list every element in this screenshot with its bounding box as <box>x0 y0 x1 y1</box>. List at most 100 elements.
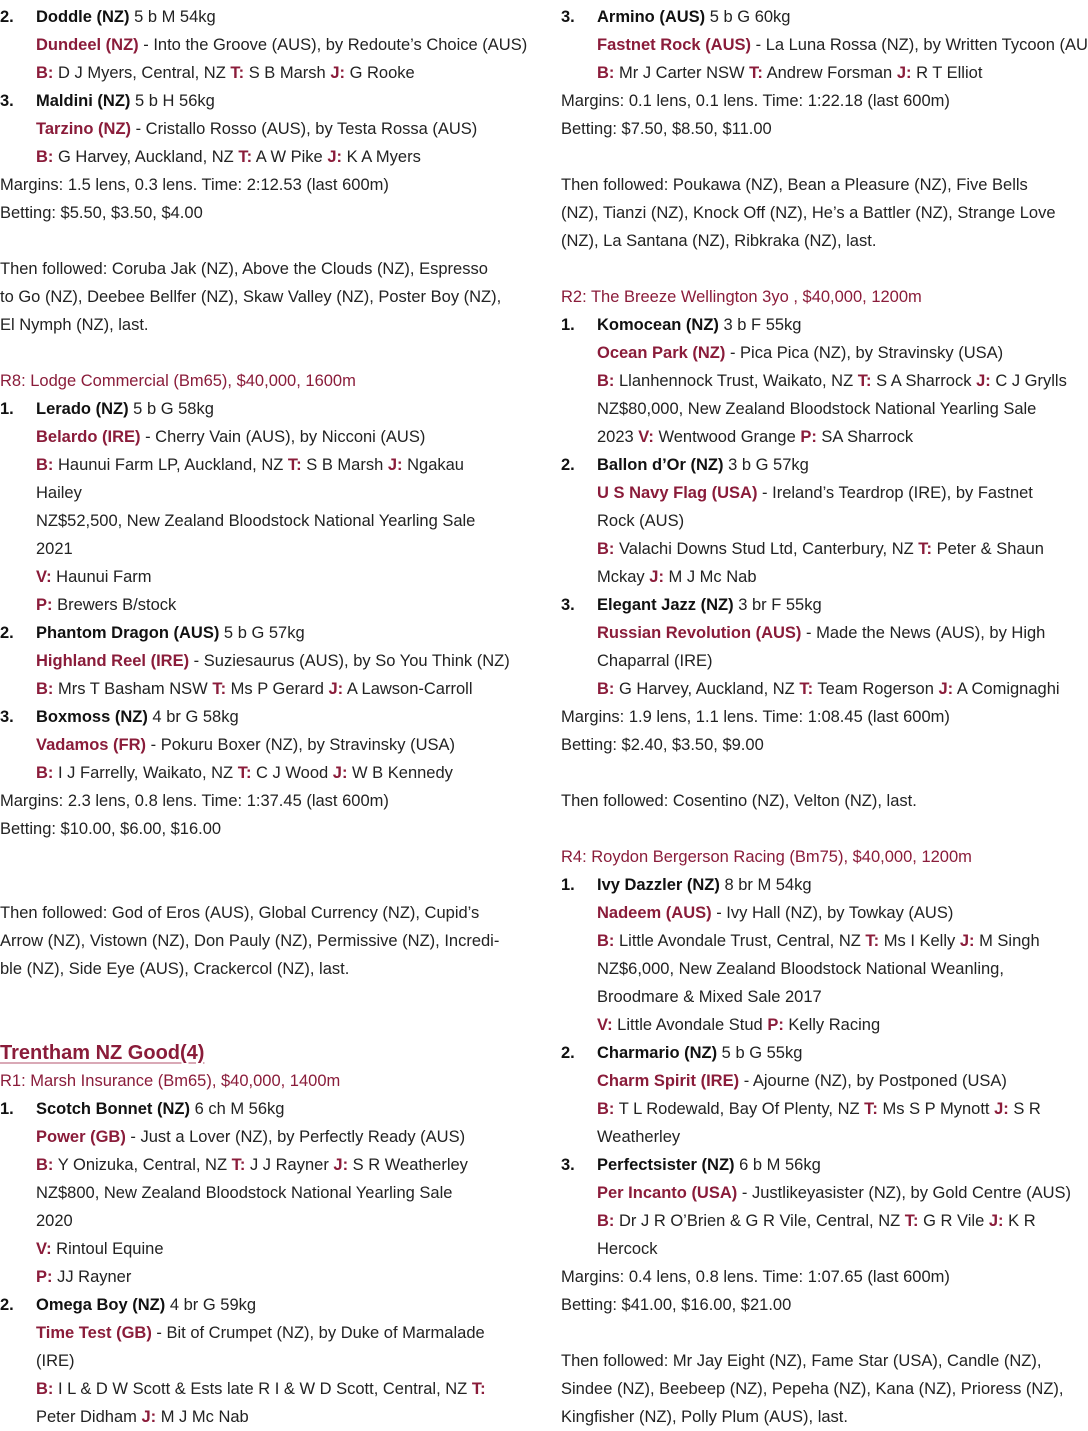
placing-line: 1. Komocean (NZ) 3 b F 55kg <box>561 311 1088 339</box>
text: I L & D W Scott & Ests late R I & W D Sc… <box>53 1380 472 1398</box>
text: Then followed: Poukawa (NZ), Bean a Plea… <box>561 176 1028 194</box>
blank-line <box>0 843 527 871</box>
text: to Go (NZ), Deebee Bellfer (NZ), Skaw Va… <box>0 288 502 306</box>
label-highlight: Tarzino (NZ) <box>36 120 132 138</box>
blank-line <box>561 1319 1088 1347</box>
placing-number: 3. <box>0 92 14 110</box>
text-line: B: Llanhennock Trust, Waikato, NZ T: S A… <box>561 367 1088 395</box>
label-highlight: B: <box>36 680 54 698</box>
text: G Harvey, Auckland, NZ <box>53 148 239 166</box>
horse-name: Lerado (NZ) <box>36 400 129 418</box>
label-highlight: P: <box>36 596 53 614</box>
placing-line: 1. Lerado (NZ) 5 b G 58kg <box>0 395 527 423</box>
text: S R <box>1008 1100 1041 1118</box>
label-highlight: T: <box>918 540 933 558</box>
text: NZ$52,500, New Zealand Bloodstock Nation… <box>36 512 476 530</box>
text-line: Kingfisher (NZ), Polly Plum (AUS), last. <box>561 1403 1088 1431</box>
text-line: NZ$80,000, New Zealand Bloodstock Nation… <box>561 395 1088 423</box>
text: 6 b M 56kg <box>734 1156 821 1174</box>
label-highlight: Per Incanto (USA) <box>597 1184 738 1202</box>
text-line: B: Mr J Carter NSW T: Andrew Forsman J: … <box>561 59 1088 87</box>
placing-line: 1. Ivy Dazzler (NZ) 8 br M 54kg <box>561 871 1088 899</box>
text: 2021 <box>36 540 73 558</box>
text-line: Charm Spirit (IRE) - Ajourne (NZ), by Po… <box>561 1067 1088 1095</box>
text: - Suziesaurus (AUS), by So You Think (NZ… <box>189 652 510 670</box>
placing-number: 1. <box>561 316 575 334</box>
text-line: B: Valachi Downs Stud Ltd, Canterbury, N… <box>561 535 1088 563</box>
text: Ms I Kelly <box>879 932 960 950</box>
text: Weatherley <box>597 1128 681 1146</box>
text: - Ireland’s Teardrop (IRE), by Fastnet <box>757 484 1033 502</box>
text: Valachi Downs Stud Ltd, Canterbury, NZ <box>614 540 919 558</box>
text-line: Belardo (IRE) - Cherry Vain (AUS), by Ni… <box>0 423 527 451</box>
text: Margins: 1.9 lens, 1.1 lens. Time: 1:08.… <box>561 708 950 726</box>
text: Sindee (NZ), Beebeep (NZ), Pepeha (NZ), … <box>561 1380 1064 1398</box>
text: A Comignaghi <box>953 680 1060 698</box>
placing-number: 3. <box>561 1156 575 1174</box>
label-highlight: T: <box>230 64 245 82</box>
label-highlight: T: <box>864 1100 878 1118</box>
text: NZ$800, New Zealand Bloodstock National … <box>36 1184 453 1202</box>
text: Margins: 1.5 lens, 0.3 lens. Time: 2:12.… <box>0 176 389 194</box>
text: JJ Rayner <box>52 1268 132 1286</box>
meeting-title[interactable]: Trentham NZ Good(4) <box>0 1042 205 1064</box>
text: I J Farrelly, Waikato, NZ <box>53 764 238 782</box>
label-highlight: Power (GB) <box>36 1128 126 1146</box>
label-highlight: J: <box>938 680 954 698</box>
horse-name: Komocean (NZ) <box>597 316 719 334</box>
text: 2023 <box>597 428 639 446</box>
text: 2020 <box>36 1212 73 1230</box>
text-line: Broodmare & Mixed Sale 2017 <box>561 983 1088 1011</box>
text: Ngakau <box>402 456 464 474</box>
label-highlight: J: <box>988 1212 1004 1230</box>
text-line: (NZ), Tianzi (NZ), Knock Off (NZ), He’s … <box>561 199 1088 227</box>
label-highlight: B: <box>36 148 54 166</box>
text: Broodmare & Mixed Sale 2017 <box>597 988 822 1006</box>
text-line: B: I L & D W Scott & Ests late R I & W D… <box>0 1375 527 1403</box>
text: Mrs T Basham NSW <box>53 680 213 698</box>
text-line: Vadamos (FR) - Pokuru Boxer (NZ), by Str… <box>0 731 527 759</box>
horse-name: Doddle (NZ) <box>36 8 130 26</box>
label-highlight: U S Navy Flag (USA) <box>597 484 758 502</box>
blank-line <box>0 871 527 899</box>
text: D J Myers, Central, NZ <box>53 64 231 82</box>
text: Rintoul Equine <box>51 1240 164 1258</box>
left-column: 2. Doddle (NZ) 5 b M 54kg Dundeel (NZ) - I… <box>0 3 527 1431</box>
placing-line: 3. Maldini (NZ) 5 b H 56kg <box>0 87 527 115</box>
label-highlight: B: <box>36 1380 54 1398</box>
text-line: (IRE) <box>0 1347 527 1375</box>
label-highlight: J: <box>328 680 344 698</box>
label-highlight: P: <box>800 428 817 446</box>
label-highlight: V: <box>36 1240 52 1258</box>
label-highlight: Time Test (GB) <box>36 1324 152 1342</box>
text-line: Fastnet Rock (AUS) - La Luna Rossa (NZ),… <box>561 31 1088 59</box>
text: Margins: 0.1 lens, 0.1 lens. Time: 1:22.… <box>561 92 950 110</box>
label-highlight: B: <box>36 456 54 474</box>
text: Rock (AUS) <box>597 512 685 530</box>
text-line: Highland Reel (IRE) - Suziesaurus (AUS),… <box>0 647 527 675</box>
text: Betting: $10.00, $6.00, $16.00 <box>0 820 222 838</box>
blank-line <box>561 255 1088 283</box>
race-heading: R1: Marsh Insurance (Bm65), $40,000, 140… <box>0 1072 341 1090</box>
label-highlight: T: <box>904 1212 919 1230</box>
text: NZ$80,000, New Zealand Bloodstock Nation… <box>597 400 1037 418</box>
text-line: NZ$6,000, New Zealand Bloodstock Nationa… <box>561 955 1088 983</box>
text-line: B: Y Onizuka, Central, NZ T: J J Rayner … <box>0 1151 527 1179</box>
text-line: B: Dr J R O’Brien & G R Vile, Central, N… <box>561 1207 1088 1235</box>
placing-number: 3. <box>561 8 575 26</box>
text: Dr J R O’Brien & G R Vile, Central, NZ <box>614 1212 905 1230</box>
text: - Ivy Hall (NZ), by Towkay (AUS) <box>711 904 954 922</box>
label-highlight: J: <box>649 568 664 586</box>
label-highlight: J: <box>896 64 912 82</box>
text: - Into the Groove (AUS), by Redoute’s Ch… <box>138 36 528 54</box>
blank-line <box>561 759 1088 787</box>
text: A W Pike <box>252 148 328 166</box>
text-line: R4: Roydon Bergerson Racing (Bm75), $40,… <box>561 843 1088 871</box>
text-line: Rock (AUS) <box>561 507 1088 535</box>
text-line: Russian Revolution (AUS) - Made the News… <box>561 619 1088 647</box>
label-highlight: V: <box>638 428 654 446</box>
text-line: 2020 <box>0 1207 527 1235</box>
text-line: Time Test (GB) - Bit of Crumpet (NZ), by… <box>0 1319 527 1347</box>
text-line: Arrow (NZ), Vistown (NZ), Don Pauly (NZ)… <box>0 927 527 955</box>
text: Brewers B/stock <box>52 596 177 614</box>
